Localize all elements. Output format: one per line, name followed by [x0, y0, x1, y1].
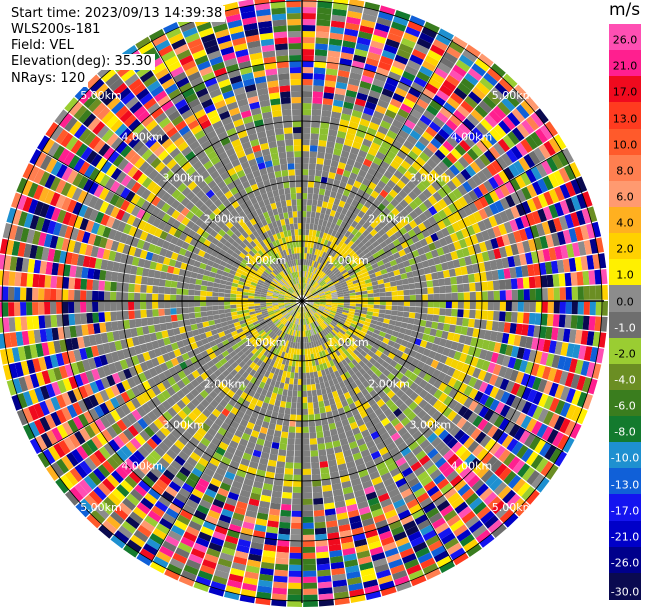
azimuth-spoke: [301, 300, 564, 453]
azimuth-spoke: [40, 149, 303, 302]
colorbar-tick-label: -4.0: [614, 373, 636, 387]
range-ring-label: 1.00km: [327, 336, 369, 349]
colorbar-segment: [609, 259, 641, 286]
colorbar-tick-label: -30.0: [610, 585, 640, 599]
colorbar-segment: [609, 206, 641, 234]
colorbar-tick-label: -17.0: [610, 504, 640, 518]
colorbar-segment: [609, 102, 641, 130]
colorbar-tick-label: 6.0: [616, 190, 634, 204]
colorbar-segment: [609, 24, 641, 51]
field-label: Field: VEL: [11, 38, 77, 54]
range-ring-labels: 1.00km 1.00km 1.00km 1.00km 2.00km 2.00km 2.00…: [80, 89, 533, 514]
range-ring-label: 2.00km: [368, 377, 410, 390]
azimuth-spoke: [150, 300, 303, 563]
colorbar-tick-label: -1.0: [614, 321, 636, 335]
range-ring-label: 1.00km: [327, 254, 369, 267]
range-ring-label: 3.00km: [163, 172, 205, 185]
colorbar-tick-label: -21.0: [610, 530, 640, 544]
colorbar-tick-label: 10.0: [612, 138, 638, 152]
instrument-label: WLS200s-181: [11, 22, 104, 38]
azimuth-spoke: [40, 300, 303, 453]
range-ring-label: 3.00km: [410, 419, 452, 432]
range-ring-label: 5.00km: [492, 501, 534, 514]
colorbar-segment: [609, 285, 641, 313]
colorbar-tick-label: -26.0: [610, 556, 640, 570]
colorbar-segment: [609, 546, 641, 574]
velocity-gates: [0, 0, 608, 607]
colorbar-tick-label: -2.0: [614, 347, 636, 361]
range-ring-label: 4.00km: [121, 460, 163, 473]
colorbar-segment: [609, 389, 641, 417]
range-ring-label: 1.00km: [245, 336, 287, 349]
range-ring-label: 4.00km: [451, 130, 493, 143]
azimuth-spoke: [301, 300, 454, 563]
colorbar-segment: [609, 180, 641, 208]
colorbar-segment: [609, 363, 641, 391]
colorbar-segment: [609, 128, 641, 156]
colorbar-segment: [609, 337, 641, 365]
colorbar-segment: [609, 233, 641, 260]
azimuth-spoke: [150, 39, 303, 302]
colorbar-segment: [609, 416, 641, 443]
elevation-label: Elevation(deg): 35.30: [11, 54, 155, 70]
colorbar-tick-label: -13.0: [610, 478, 640, 492]
colorbar-tick-label: -10.0: [610, 451, 640, 465]
azimuth-spoke: [301, 149, 564, 302]
colorbar-tick-label: 0.0: [616, 295, 634, 309]
colorbar-tick-label: 8.0: [616, 164, 634, 178]
azimuth-spoke: [301, 39, 454, 302]
velocity-colorbar: 26.0 21.0 17.0 13.0 10.0 8.0 6.0 4.0 2.0 1.0 0.0 -1…: [609, 24, 641, 600]
colorbar-tick-label: 26.0: [612, 33, 638, 47]
range-ring-label: 5.00km: [80, 89, 122, 102]
colorbar-segment: [609, 154, 641, 182]
colorbar-tick-label: -8.0: [614, 425, 636, 439]
colorbar-segment: [609, 520, 641, 548]
range-ring-label: 2.00km: [204, 213, 246, 226]
range-ring-label: 4.00km: [451, 460, 493, 473]
colorbar-unit: m/s: [609, 0, 641, 20]
range-ring-label: 4.00km: [121, 130, 163, 143]
colorbar-segment: [609, 572, 641, 600]
colorbar-segment: [609, 494, 641, 522]
range-ring-label: 2.00km: [368, 213, 410, 226]
range-ring-label: 3.00km: [163, 419, 205, 432]
start-time-label: Start time: 2023/09/13 14:39:38: [11, 6, 226, 22]
colorbar-tick-label: 17.0: [612, 85, 638, 99]
colorbar-tick-label: 21.0: [612, 59, 638, 73]
colorbar-tick-label: 2.0: [616, 242, 634, 256]
range-ring-label: 5.00km: [80, 501, 122, 514]
colorbar-segment: [609, 50, 641, 77]
range-ring-label: 5.00km: [492, 89, 534, 102]
colorbar-segment: [609, 468, 641, 496]
colorbar-tick-label: 13.0: [612, 112, 638, 126]
range-ring-label: 2.00km: [204, 377, 246, 390]
colorbar-segment: [609, 76, 641, 103]
colorbar-segment: [609, 311, 641, 339]
colorbar-tick-label: 4.0: [616, 216, 634, 230]
nrays-label: NRays: 120: [11, 71, 89, 87]
polar-grid: [0, 0, 604, 603]
colorbar-tick-label: -6.0: [614, 399, 636, 413]
colorbar-segment: [609, 442, 641, 469]
range-ring-label: 3.00km: [410, 172, 452, 185]
range-ring-label: 1.00km: [245, 254, 287, 267]
colorbar-tick-label: 1.0: [616, 268, 634, 282]
